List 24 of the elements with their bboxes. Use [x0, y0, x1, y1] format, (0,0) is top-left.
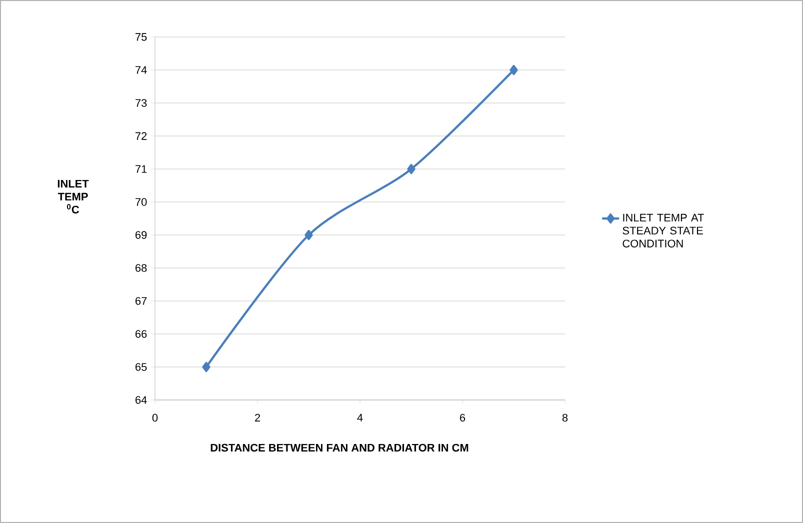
y-tick-label: 65 — [136, 363, 147, 371]
y-tick-label: 70 — [136, 198, 147, 206]
point — [202, 362, 210, 372]
x-tick-label: 0 — [152, 414, 158, 422]
y-axis-title: INLET TEMP $^{0}$C — [58, 180, 89, 214]
y-tick-label: 67 — [136, 297, 147, 305]
y-tick-label: 71 — [136, 165, 147, 173]
point — [407, 164, 416, 174]
y-tick-label: 74 — [136, 66, 147, 74]
y-tick-label: 73 — [136, 99, 147, 107]
point — [304, 230, 313, 240]
y-tick-label: 66 — [136, 330, 147, 338]
point — [510, 64, 518, 76]
y-tick-label: 72 — [136, 132, 147, 140]
y-tick-label: 68 — [136, 264, 147, 272]
y-tick-label: 69 — [136, 231, 147, 239]
y-tick-label: 64 — [136, 396, 147, 404]
legend-label: INLET TEMP AT STEADY STATE CONDITION — [622, 214, 704, 248]
x-tick-label: 6 — [460, 414, 466, 422]
x-tick-label: 2 — [255, 414, 260, 422]
x-tick-label: 4 — [357, 414, 363, 422]
y-tick-label: 75 — [136, 33, 147, 41]
x-tick-label: 8 — [562, 414, 568, 422]
x-axis-title: DISTANCE BETWEEN FAN AND RADIATOR IN CM — [210, 444, 468, 452]
